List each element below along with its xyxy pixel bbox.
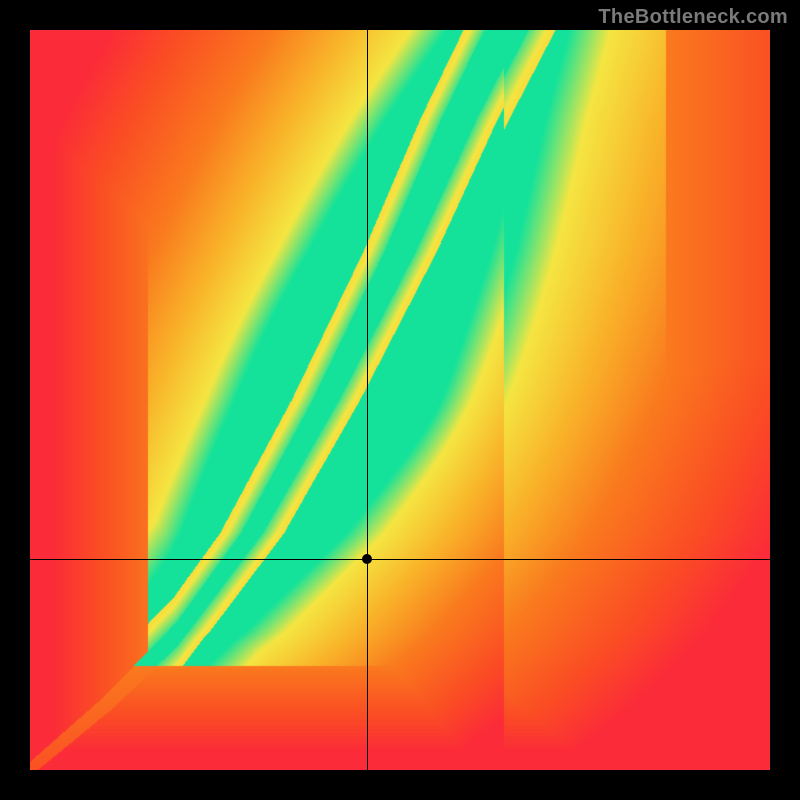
heatmap-canvas xyxy=(30,30,770,770)
chart-container: TheBottleneck.com xyxy=(0,0,800,800)
watermark-text: TheBottleneck.com xyxy=(598,6,788,29)
plot-area xyxy=(30,30,770,770)
crosshair-vertical xyxy=(367,30,368,770)
crosshair-horizontal xyxy=(30,559,770,560)
crosshair-marker xyxy=(362,554,372,564)
